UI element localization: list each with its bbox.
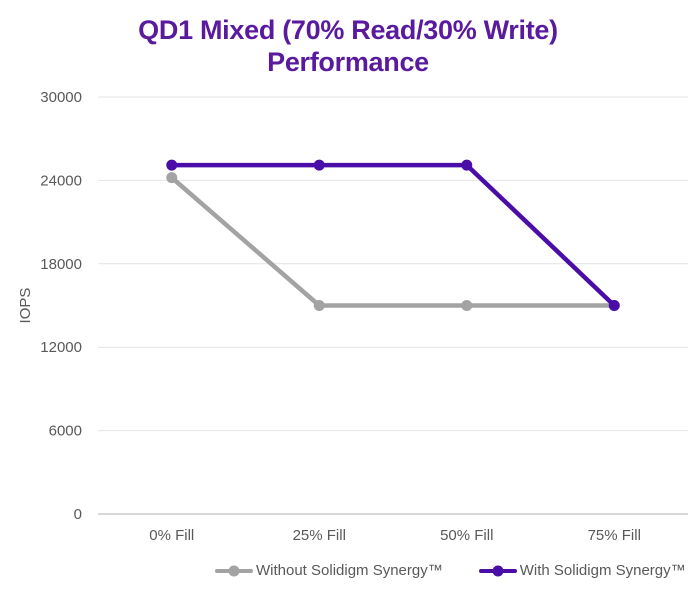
y-tick-label: 24000 <box>40 172 82 189</box>
legend-item-without-synergy: Without Solidigm Synergy™ <box>215 562 443 579</box>
legend-marker-gray-line-dot-icon <box>215 565 253 577</box>
chart-legend: Without Solidigm Synergy™ With Solidigm … <box>215 562 686 579</box>
chart-title: QD1 Mixed (70% Read/30% Write) Performan… <box>0 14 696 78</box>
y-tick-label: 30000 <box>40 89 82 106</box>
chart-title-line-1: QD1 Mixed (70% Read/30% Write) <box>138 15 558 45</box>
legend-label-with-synergy: With Solidigm Synergy™ <box>519 562 686 579</box>
legend-label-without-synergy: Without Solidigm Synergy™ <box>256 562 443 579</box>
legend-item-with-synergy: With Solidigm Synergy™ <box>478 562 686 579</box>
x-tick-label: 0% Fill <box>149 527 194 544</box>
series-line-with-synergy <box>169 162 617 308</box>
y-tick-label: 12000 <box>40 339 82 356</box>
y-tick-label: 18000 <box>40 256 82 273</box>
legend-marker-purple-line-dot-icon <box>478 565 517 577</box>
x-tick-label: 75% Fill <box>588 527 641 544</box>
y-tick-label: 6000 <box>49 423 82 440</box>
y-tick-label: 0 <box>74 506 82 523</box>
data-point-without-synergy <box>461 300 473 311</box>
x-tick-label: 25% Fill <box>293 527 346 544</box>
data-point-without-synergy <box>313 300 325 311</box>
y-axis-title: IOPS <box>17 288 34 324</box>
data-point-with-synergy <box>461 159 473 171</box>
x-tick-label: 50% Fill <box>440 527 493 544</box>
data-point-with-synergy <box>313 159 325 171</box>
series-line-without-synergy <box>169 175 617 308</box>
data-point-without-synergy <box>166 172 178 184</box>
chart-title-line-2: Performance <box>267 47 429 77</box>
data-point-with-synergy <box>608 300 620 311</box>
data-point-with-synergy <box>166 159 178 171</box>
